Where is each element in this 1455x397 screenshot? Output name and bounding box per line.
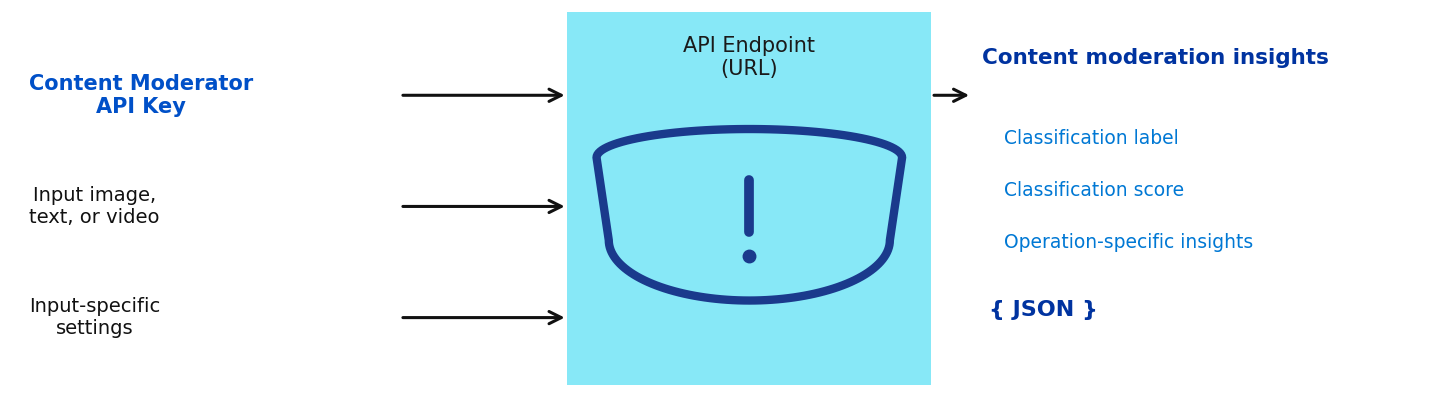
- FancyBboxPatch shape: [567, 12, 931, 385]
- Text: Input image,
text, or video: Input image, text, or video: [29, 186, 160, 227]
- Polygon shape: [597, 129, 902, 301]
- Text: API Endpoint
(URL): API Endpoint (URL): [684, 36, 815, 79]
- Text: Classification label: Classification label: [1004, 129, 1179, 148]
- Text: Content Moderator
API Key: Content Moderator API Key: [29, 74, 253, 117]
- Text: { JSON }: { JSON }: [989, 300, 1099, 320]
- Text: Classification score: Classification score: [1004, 181, 1184, 200]
- Text: Operation-specific insights: Operation-specific insights: [1004, 233, 1253, 252]
- Text: Content moderation insights: Content moderation insights: [982, 48, 1328, 67]
- Text: Input-specific
settings: Input-specific settings: [29, 297, 160, 338]
